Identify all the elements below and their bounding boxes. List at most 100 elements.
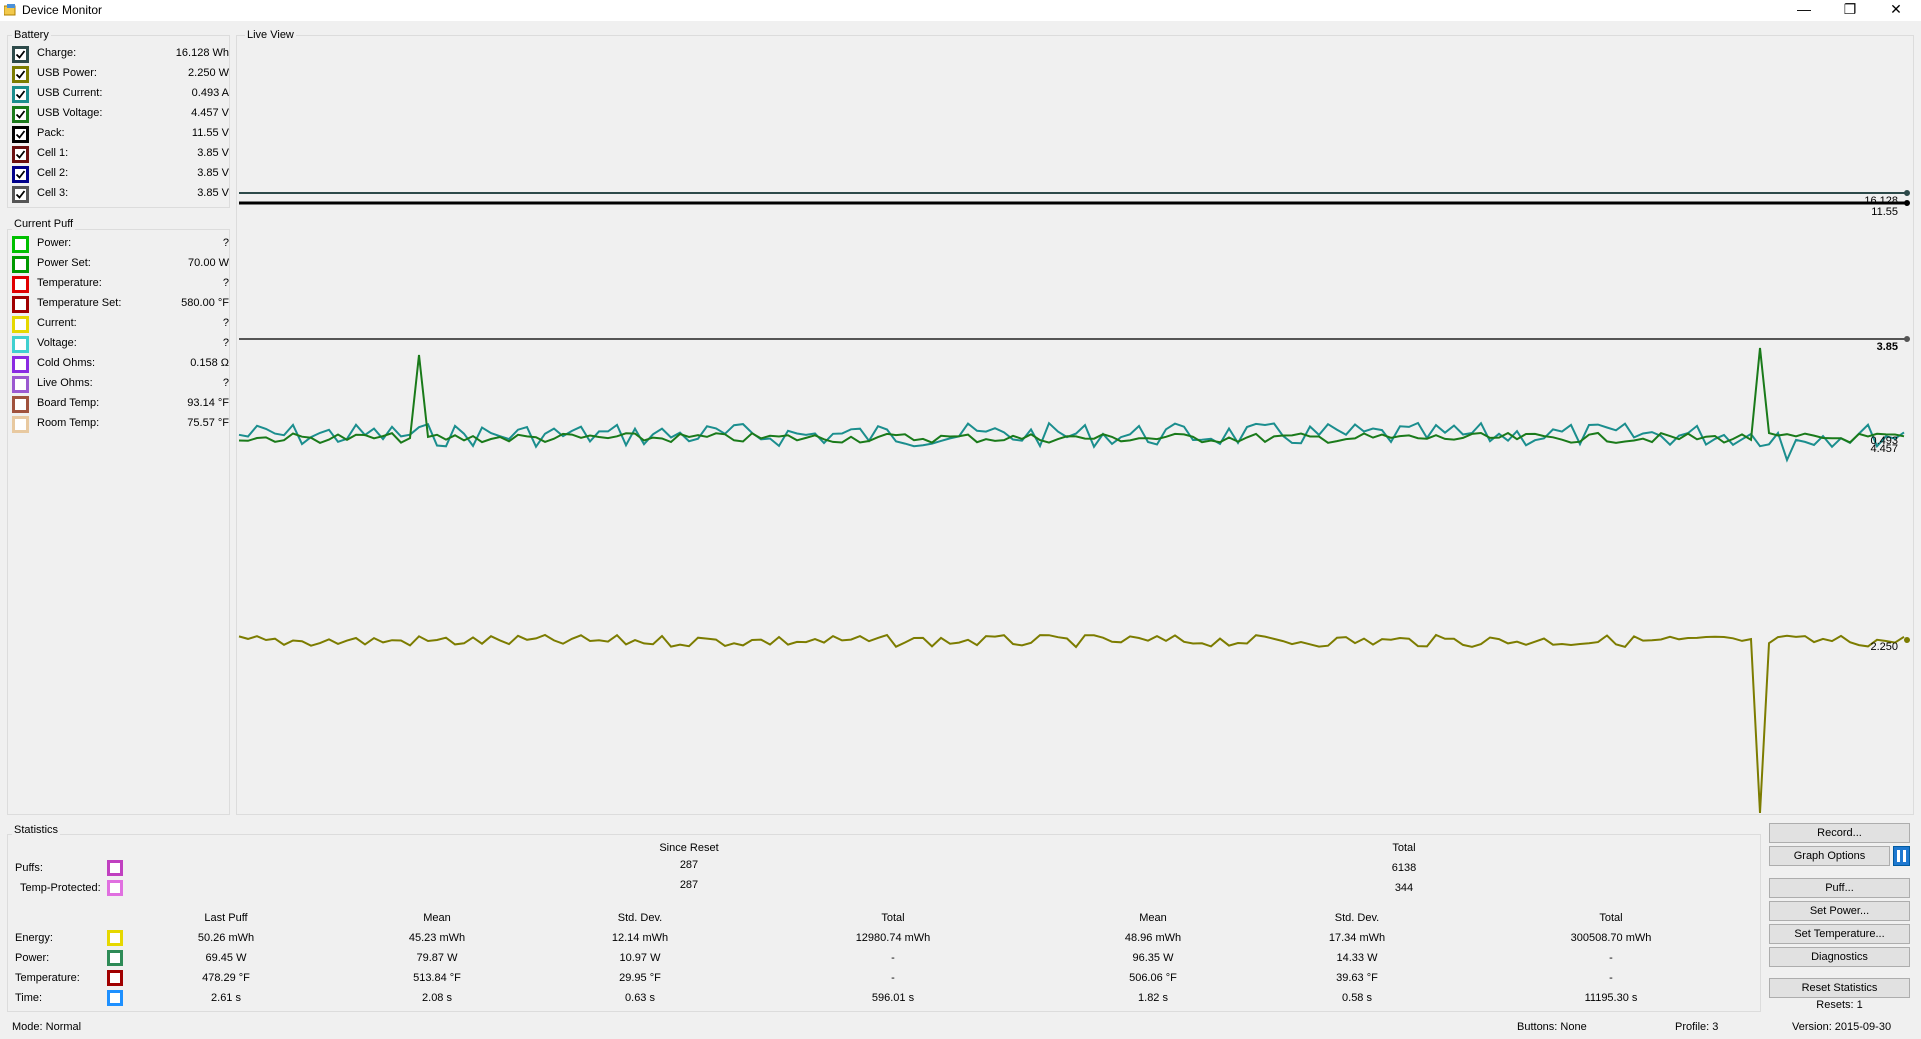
- current-puff-group: [7, 229, 230, 815]
- close-button[interactable]: ✕: [1890, 1, 1902, 17]
- temp-protected-since-reset: 287: [679, 879, 699, 891]
- battery-value: 3.85 V: [197, 147, 229, 159]
- total-header: Total: [1392, 842, 1416, 854]
- puff-row: Cold Ohms: 0.158 Ω: [7, 354, 237, 374]
- battery-value: 16.128 Wh: [175, 47, 229, 59]
- battery-checkbox[interactable]: [12, 66, 29, 83]
- puff-checkbox[interactable]: [12, 376, 29, 393]
- app-icon: [3, 4, 18, 16]
- battery-label: USB Power:: [37, 67, 97, 79]
- puff-value: 580.00 °F: [181, 297, 229, 309]
- temp-protected-total: 344: [1394, 882, 1414, 894]
- puff-value: ?: [222, 337, 229, 349]
- battery-label: Cell 3:: [37, 187, 69, 199]
- usb-voltage-line: [238, 347, 1905, 444]
- minimize-button[interactable]: —: [1797, 1, 1811, 17]
- battery-value: 0.493 A: [191, 87, 229, 99]
- puff-value: 75.57 °F: [187, 417, 229, 429]
- record-button[interactable]: Record...: [1769, 823, 1910, 843]
- puff-row: Temperature:?: [7, 274, 237, 294]
- live-view-graph[interactable]: 16.128 11.55 3.85 0.493 4.457 2.250: [236, 35, 1914, 815]
- stat-row-checkbox[interactable]: [107, 930, 123, 946]
- stat-column-header: Total: [1599, 912, 1623, 924]
- stat-cell: 48.96 mWh: [1124, 932, 1182, 944]
- battery-checkbox[interactable]: [12, 86, 29, 103]
- battery-group-title: Battery: [12, 29, 51, 41]
- puff-checkbox[interactable]: [12, 356, 29, 373]
- reset-statistics-button[interactable]: Reset Statistics: [1769, 978, 1910, 998]
- stat-cell: 2.61 s: [211, 992, 241, 1004]
- stat-cell: 12.14 mWh: [611, 932, 669, 944]
- statistics-title: Statistics: [12, 824, 61, 836]
- puff-button[interactable]: Puff...: [1769, 878, 1910, 898]
- stat-cell: 12980.74 mWh: [855, 932, 931, 944]
- stat-cell: 50.26 mWh: [197, 932, 255, 944]
- stat-cell: 300508.70 mWh: [1570, 932, 1652, 944]
- status-mode: Mode: Normal: [12, 1021, 82, 1033]
- stat-cell: 79.87 W: [416, 952, 458, 964]
- puff-checkbox[interactable]: [12, 296, 29, 313]
- puff-checkbox[interactable]: [12, 256, 29, 273]
- puffs-label: Puffs:: [15, 862, 43, 874]
- stat-cell: 39.63 °F: [1336, 972, 1378, 984]
- diagnostics-button[interactable]: Diagnostics: [1769, 947, 1910, 967]
- battery-checkbox[interactable]: [12, 106, 29, 123]
- puff-value: 93.14 °F: [187, 397, 229, 409]
- set-temperature-button[interactable]: Set Temperature...: [1769, 924, 1910, 944]
- set-power-button[interactable]: Set Power...: [1769, 901, 1910, 921]
- puff-checkbox[interactable]: [12, 276, 29, 293]
- usb-voltage-value-label: 4.457: [1870, 443, 1898, 455]
- puff-label: Room Temp:: [37, 417, 100, 429]
- battery-row: Pack: 11.55 V: [7, 124, 237, 144]
- puff-checkbox[interactable]: [12, 316, 29, 333]
- stat-column-header: Total: [881, 912, 905, 924]
- stat-row-label: Energy:: [15, 932, 53, 944]
- temp-protected-checkbox[interactable]: [107, 880, 123, 896]
- since-reset-header: Since Reset: [659, 842, 719, 854]
- battery-row: Cell 1: 3.85 V: [7, 144, 237, 164]
- graph-options-button[interactable]: Graph Options: [1769, 846, 1890, 866]
- battery-row: Cell 2: 3.85 V: [7, 164, 237, 184]
- battery-value: 11.55 V: [191, 127, 229, 139]
- stat-cell: 96.35 W: [1132, 952, 1174, 964]
- battery-checkbox[interactable]: [12, 46, 29, 63]
- battery-row: USB Power: 2.250 W: [7, 64, 237, 84]
- puff-row: Room Temp: 75.57 °F: [7, 414, 237, 434]
- puff-label: Temperature:: [37, 277, 102, 289]
- puff-row: Live Ohms:?: [7, 374, 237, 394]
- stat-cell: -: [891, 972, 895, 984]
- stat-row-checkbox[interactable]: [107, 990, 123, 1006]
- puff-checkbox[interactable]: [12, 416, 29, 433]
- puffs-total: 6138: [1391, 862, 1417, 874]
- puff-row: Power Set: 70.00 W: [7, 254, 237, 274]
- puff-checkbox[interactable]: [12, 396, 29, 413]
- statistics-group: [7, 834, 1761, 1012]
- puff-label: Live Ohms:: [37, 377, 93, 389]
- battery-label: Cell 1:: [37, 147, 69, 159]
- battery-checkbox[interactable]: [12, 126, 29, 143]
- battery-checkbox[interactable]: [12, 146, 29, 163]
- live-view-title: Live View: [245, 29, 296, 41]
- puff-label: Power Set:: [37, 257, 91, 269]
- stat-cell: -: [891, 952, 895, 964]
- stat-row-checkbox[interactable]: [107, 970, 123, 986]
- battery-label: USB Voltage:: [37, 107, 103, 119]
- puff-checkbox[interactable]: [12, 236, 29, 253]
- puffs-checkbox[interactable]: [107, 860, 123, 876]
- stat-cell: 29.95 °F: [619, 972, 661, 984]
- stat-row-label: Temperature:: [15, 972, 80, 984]
- battery-checkbox[interactable]: [12, 166, 29, 183]
- stat-column-header: Std. Dev.: [617, 912, 663, 924]
- puff-value: ?: [222, 317, 229, 329]
- puff-checkbox[interactable]: [12, 336, 29, 353]
- puff-label: Cold Ohms:: [37, 357, 96, 369]
- puffs-since-reset: 287: [679, 859, 699, 871]
- usb-current-value-label: 0.493: [1870, 435, 1898, 447]
- puff-label: Temperature Set:: [37, 297, 122, 309]
- restore-button[interactable]: ❐: [1843, 1, 1857, 17]
- stat-row-checkbox[interactable]: [107, 950, 123, 966]
- status-version: Version: 2015-09-30: [1792, 1021, 1892, 1033]
- pause-icon[interactable]: [1893, 846, 1910, 866]
- battery-value: 2.250 W: [188, 67, 229, 79]
- battery-checkbox[interactable]: [12, 186, 29, 203]
